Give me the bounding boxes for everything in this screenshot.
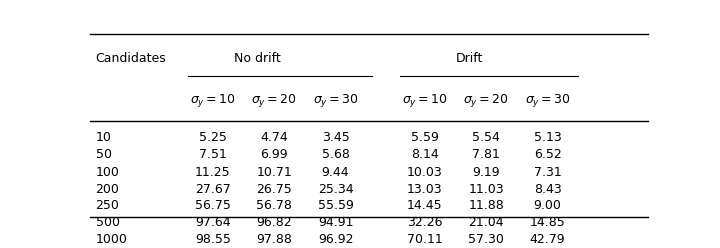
Text: 11.03: 11.03 xyxy=(469,183,504,196)
Text: $\sigma_{y}=20$: $\sigma_{y}=20$ xyxy=(463,92,509,109)
Text: Drift: Drift xyxy=(456,52,483,65)
Text: 100: 100 xyxy=(96,165,120,179)
Text: 21.04: 21.04 xyxy=(469,216,504,229)
Text: 8.14: 8.14 xyxy=(411,148,438,161)
Text: 14.85: 14.85 xyxy=(530,216,565,229)
Text: 5.54: 5.54 xyxy=(472,131,500,144)
Text: $\sigma_{y}=10$: $\sigma_{y}=10$ xyxy=(190,92,235,109)
Text: 5.68: 5.68 xyxy=(322,148,349,161)
Text: 5.59: 5.59 xyxy=(411,131,438,144)
Text: $\sigma_{y}=10$: $\sigma_{y}=10$ xyxy=(402,92,448,109)
Text: 6.99: 6.99 xyxy=(261,148,288,161)
Text: 250: 250 xyxy=(96,199,120,212)
Text: 32.26: 32.26 xyxy=(407,216,443,229)
Text: 10.03: 10.03 xyxy=(407,165,443,179)
Text: Candidates: Candidates xyxy=(96,52,166,65)
Text: 26.75: 26.75 xyxy=(256,183,292,196)
Text: 42.79: 42.79 xyxy=(530,233,565,246)
Text: 4.74: 4.74 xyxy=(260,131,288,144)
Text: 14.45: 14.45 xyxy=(407,199,443,212)
Text: 7.81: 7.81 xyxy=(472,148,500,161)
Text: 55.59: 55.59 xyxy=(318,199,354,212)
Text: 10.71: 10.71 xyxy=(256,165,292,179)
Text: 9.00: 9.00 xyxy=(534,199,562,212)
Text: 6.52: 6.52 xyxy=(534,148,562,161)
Text: 96.92: 96.92 xyxy=(318,233,354,246)
Text: $\sigma_{y}=30$: $\sigma_{y}=30$ xyxy=(525,92,570,109)
Text: 57.30: 57.30 xyxy=(468,233,504,246)
Text: 27.67: 27.67 xyxy=(195,183,230,196)
Text: 97.64: 97.64 xyxy=(195,216,230,229)
Text: 8.43: 8.43 xyxy=(534,183,562,196)
Text: 98.55: 98.55 xyxy=(195,233,230,246)
Text: 10: 10 xyxy=(96,131,112,144)
Text: 7.31: 7.31 xyxy=(534,165,562,179)
Text: 3.45: 3.45 xyxy=(322,131,349,144)
Text: 56.75: 56.75 xyxy=(195,199,230,212)
Text: 70.11: 70.11 xyxy=(407,233,443,246)
Text: 5.25: 5.25 xyxy=(199,131,227,144)
Text: $\sigma_{y}=20$: $\sigma_{y}=20$ xyxy=(251,92,297,109)
Text: 94.91: 94.91 xyxy=(318,216,354,229)
Text: 7.51: 7.51 xyxy=(199,148,227,161)
Text: 1000: 1000 xyxy=(96,233,127,246)
Text: 5.13: 5.13 xyxy=(534,131,562,144)
Text: 11.88: 11.88 xyxy=(468,199,504,212)
Text: 500: 500 xyxy=(96,216,120,229)
Text: 50: 50 xyxy=(96,148,112,161)
Text: $\sigma_{y}=30$: $\sigma_{y}=30$ xyxy=(312,92,359,109)
Text: 97.88: 97.88 xyxy=(256,233,292,246)
Text: 9.19: 9.19 xyxy=(472,165,500,179)
Text: 11.25: 11.25 xyxy=(195,165,230,179)
Text: 56.78: 56.78 xyxy=(256,199,292,212)
Text: 200: 200 xyxy=(96,183,120,196)
Text: 96.82: 96.82 xyxy=(256,216,292,229)
Text: 13.03: 13.03 xyxy=(407,183,443,196)
Text: 25.34: 25.34 xyxy=(318,183,354,196)
Text: No drift: No drift xyxy=(234,52,281,65)
Text: 9.44: 9.44 xyxy=(322,165,349,179)
